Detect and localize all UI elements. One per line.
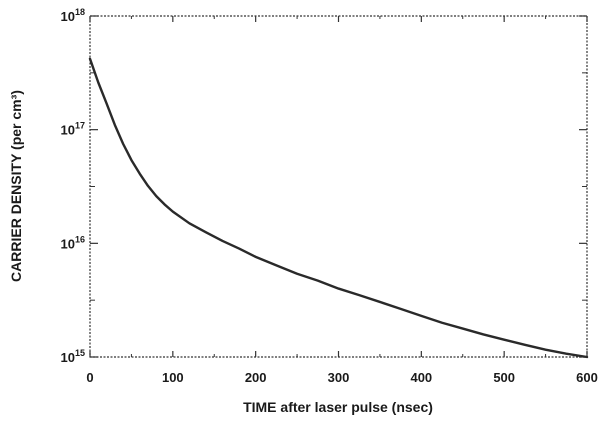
y-tick-label: 1015 — [61, 348, 85, 365]
y-axis-ticks — [90, 15, 587, 358]
series-layer — [88, 57, 589, 359]
y-axis-title: CARRIER DENSITY (per cm³) — [8, 90, 24, 282]
carrier-density-curve — [88, 57, 589, 359]
y-tick-label: 1016 — [61, 234, 85, 251]
x-tick-label: 400 — [410, 370, 432, 385]
x-tick-label: 500 — [493, 370, 515, 385]
x-tick-label: 100 — [162, 370, 184, 385]
x-tick-label: 200 — [245, 370, 267, 385]
x-tick-label: 300 — [328, 370, 350, 385]
x-tick-label: 600 — [576, 370, 598, 385]
x-axis-title: TIME after laser pulse (nsec) — [243, 399, 433, 415]
x-axis-ticks — [89, 16, 588, 357]
x-axis-tick-labels: 0 100 200 300 400 500 600 — [86, 370, 597, 385]
y-tick-label: 1017 — [61, 121, 85, 138]
plot-frame — [89, 15, 588, 358]
y-axis-tick-labels: 1015 1016 1017 1018 — [61, 7, 85, 365]
y-tick-label: 1018 — [61, 7, 85, 24]
x-tick-label: 0 — [86, 370, 93, 385]
